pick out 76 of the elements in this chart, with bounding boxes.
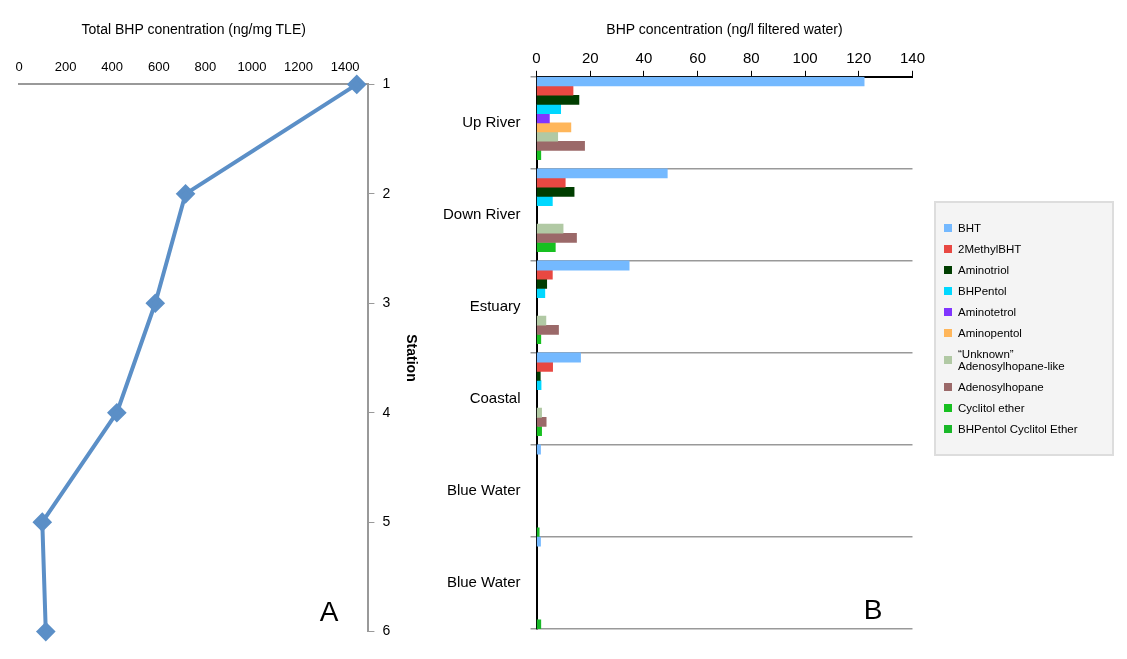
bar [536, 407, 542, 418]
y-tick-label: 1 [382, 75, 391, 92]
bar [536, 260, 630, 271]
bar [536, 85, 574, 96]
point [36, 622, 55, 641]
bar [536, 113, 550, 124]
bar [536, 196, 553, 206]
bar [536, 242, 556, 252]
y-tick-label: Coastal [469, 389, 521, 407]
legend-label: Cyclitol ether [958, 401, 1025, 414]
annotation: B [863, 593, 883, 625]
x-tick-label: 1400 [330, 59, 360, 75]
legend-label: Aminotetrol [958, 305, 1017, 318]
y-tick-label: Up River [462, 112, 521, 130]
bar [536, 168, 668, 179]
bar [536, 315, 547, 326]
x-tick-label: 120 [846, 48, 872, 66]
y-tick-label: Estuary [469, 297, 522, 315]
y-tick-label: 2 [382, 184, 391, 201]
y-tick-label: Down River [442, 204, 521, 222]
bar [536, 140, 585, 151]
x-tick-label: 800 [194, 59, 217, 75]
y-tick-label: 5 [382, 513, 391, 530]
bar [536, 186, 575, 197]
bar [536, 104, 562, 114]
legend-label: BHPentol [958, 284, 1007, 297]
legend-label: Aminotriol [958, 263, 1010, 276]
x-tick-label: 0 [15, 59, 23, 75]
bar [536, 619, 542, 629]
y-tick-label: 4 [382, 403, 391, 420]
point [176, 184, 195, 203]
y-tick-label: Blue Water [446, 573, 521, 591]
x-tick-label: 40 [635, 48, 653, 66]
point [347, 75, 366, 94]
x-tick-label: 100 [792, 48, 818, 66]
bar [536, 416, 547, 427]
legend-label: Adenosylhopane [958, 380, 1044, 393]
bar [536, 269, 553, 280]
x-tick-label: 140 [899, 48, 925, 66]
bar [536, 352, 581, 363]
legend-label: BHT [958, 221, 981, 234]
bar [536, 536, 541, 547]
annotation: A [319, 596, 339, 628]
y-axis-title: Station [403, 334, 420, 382]
x-tick-label: 0 [532, 48, 541, 66]
x-tick-label: 400 [101, 59, 124, 75]
y-tick-label: 3 [382, 294, 391, 311]
bar [536, 370, 541, 381]
bar [536, 94, 580, 105]
bar [536, 76, 865, 87]
x-tick-label: 80 [743, 48, 760, 66]
x-tick-label: 600 [147, 59, 170, 75]
legend-label: 2MethylBHT [958, 242, 1022, 255]
bar [536, 177, 566, 188]
bar [536, 324, 559, 335]
x-tick-label: 1000 [237, 59, 267, 75]
bar [536, 131, 559, 142]
x-tick-label: 60 [689, 48, 706, 66]
legend-label: “Unknown” Adenosylhopane-like [958, 347, 1066, 372]
point [146, 294, 165, 313]
x-axis-title: BHP concentration (ng/l filtered water) [606, 21, 843, 38]
x-axis-title: Total BHP conentration (ng/mg TLE) [81, 21, 306, 38]
point [107, 403, 126, 422]
point [33, 513, 52, 532]
x-tick-label: 200 [54, 59, 77, 75]
x-tick-label: 1200 [284, 59, 313, 75]
x-tick-label: 20 [581, 48, 599, 66]
bar [536, 122, 572, 133]
bar [536, 232, 577, 243]
legend-label: Aminopentol [958, 326, 1022, 339]
bar [536, 223, 564, 234]
bar [536, 527, 540, 538]
legend-label: BHPentol Cyclitol Ether [958, 422, 1078, 435]
y-tick-label: 6 [382, 622, 391, 639]
bar [536, 361, 553, 372]
y-tick-label: Blue Water [446, 481, 521, 499]
